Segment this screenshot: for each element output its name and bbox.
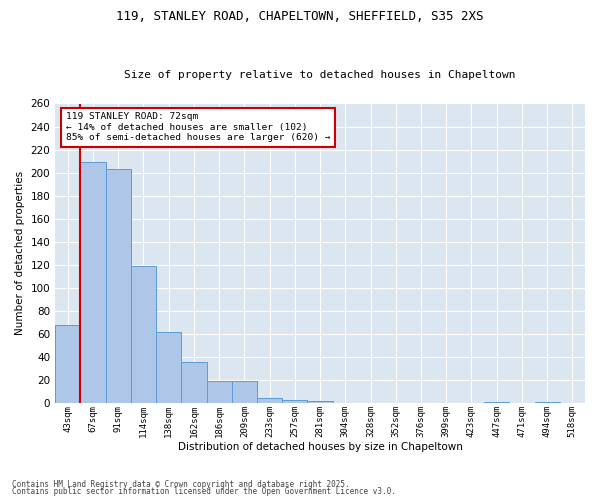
Bar	[484, 402, 509, 404]
Bar	[206, 382, 232, 404]
Text: Contains HM Land Registry data © Crown copyright and database right 2025.: Contains HM Land Registry data © Crown c…	[12, 480, 350, 489]
Y-axis label: Number of detached properties: Number of detached properties	[15, 172, 25, 336]
Bar	[232, 382, 257, 404]
Bar	[106, 169, 131, 404]
Bar	[282, 400, 307, 404]
Bar	[131, 266, 156, 404]
Bar	[55, 325, 80, 404]
Bar	[307, 401, 332, 404]
Bar	[181, 362, 206, 404]
Bar	[156, 332, 181, 404]
Bar	[80, 162, 106, 404]
Bar	[535, 402, 560, 404]
X-axis label: Distribution of detached houses by size in Chapeltown: Distribution of detached houses by size …	[178, 442, 463, 452]
Title: Size of property relative to detached houses in Chapeltown: Size of property relative to detached ho…	[124, 70, 516, 81]
Text: Contains public sector information licensed under the Open Government Licence v3: Contains public sector information licen…	[12, 487, 396, 496]
Text: 119, STANLEY ROAD, CHAPELTOWN, SHEFFIELD, S35 2XS: 119, STANLEY ROAD, CHAPELTOWN, SHEFFIELD…	[116, 10, 484, 23]
Text: 119 STANLEY ROAD: 72sqm
← 14% of detached houses are smaller (102)
85% of semi-d: 119 STANLEY ROAD: 72sqm ← 14% of detache…	[66, 112, 330, 142]
Bar	[257, 398, 282, 404]
